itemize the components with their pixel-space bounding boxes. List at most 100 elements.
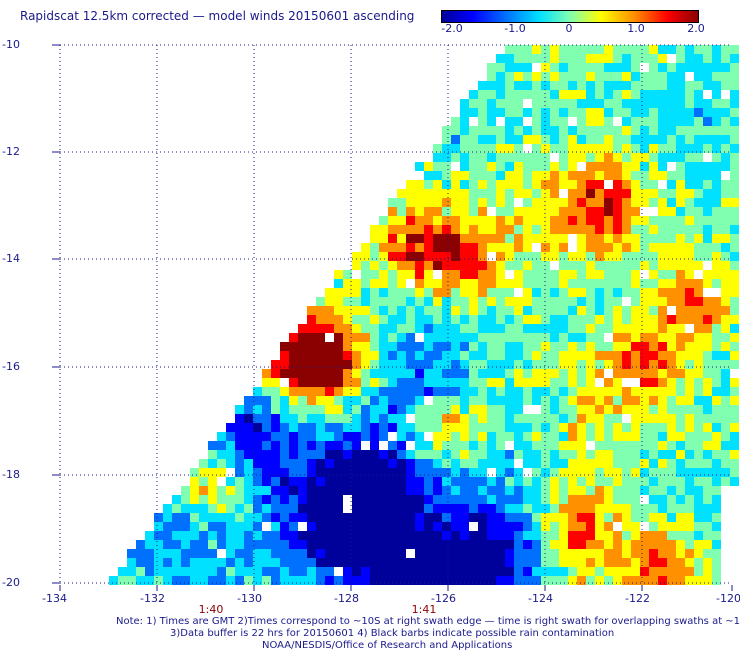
wind-cell	[271, 414, 280, 423]
wind-cell	[577, 45, 586, 54]
wind-cell	[388, 198, 397, 207]
wind-cell	[478, 387, 487, 396]
wind-cell	[694, 522, 703, 531]
wind-cell	[514, 90, 523, 99]
wind-cell	[676, 279, 685, 288]
wind-cell	[523, 477, 532, 486]
wind-cell	[658, 513, 667, 522]
wind-cell	[730, 441, 739, 450]
wind-cell	[721, 378, 730, 387]
wind-cell	[604, 234, 613, 243]
wind-cell	[127, 558, 136, 567]
wind-cell	[460, 171, 469, 180]
wind-cell	[307, 333, 316, 342]
wind-cell	[694, 441, 703, 450]
wind-cell	[442, 189, 451, 198]
wind-cell	[460, 144, 469, 153]
wind-cell	[496, 450, 505, 459]
wind-cell	[667, 225, 676, 234]
wind-cell	[415, 522, 424, 531]
wind-cell	[352, 396, 361, 405]
wind-cell	[361, 378, 370, 387]
wind-cell	[586, 54, 595, 63]
wind-cell	[685, 513, 694, 522]
wind-cell	[307, 315, 316, 324]
wind-cell	[586, 162, 595, 171]
wind-cell	[406, 234, 415, 243]
wind-cell	[667, 234, 676, 243]
wind-cell	[622, 522, 631, 531]
wind-cell	[622, 315, 631, 324]
wind-cell	[685, 81, 694, 90]
wind-cell	[442, 477, 451, 486]
wind-cell	[199, 567, 208, 576]
wind-cell	[478, 81, 487, 90]
wind-cell	[343, 279, 352, 288]
wind-cell	[181, 522, 190, 531]
wind-cell	[442, 333, 451, 342]
wind-cell	[478, 243, 487, 252]
wind-cell	[685, 135, 694, 144]
wind-cell	[676, 522, 685, 531]
wind-cell	[244, 495, 253, 504]
wind-cell	[604, 216, 613, 225]
wind-cell	[604, 324, 613, 333]
wind-cell	[658, 540, 667, 549]
wind-cell	[658, 531, 667, 540]
wind-cell	[649, 495, 658, 504]
wind-cell	[730, 315, 739, 324]
wind-cell	[361, 459, 370, 468]
wind-cell	[559, 234, 568, 243]
wind-cell	[487, 198, 496, 207]
wind-cell	[226, 477, 235, 486]
wind-cell	[235, 450, 244, 459]
wind-cell	[703, 459, 712, 468]
wind-cell	[316, 459, 325, 468]
wind-cell	[712, 468, 721, 477]
wind-cell	[505, 567, 514, 576]
wind-cell	[595, 117, 604, 126]
wind-cell	[451, 576, 460, 585]
wind-cell	[595, 171, 604, 180]
wind-cell	[370, 441, 379, 450]
wind-cell	[532, 486, 541, 495]
wind-cell	[208, 504, 217, 513]
wind-cell	[649, 252, 658, 261]
wind-cell	[577, 297, 586, 306]
wind-cell	[577, 126, 586, 135]
wind-cell	[568, 207, 577, 216]
wind-cell	[289, 351, 298, 360]
wind-cell	[640, 216, 649, 225]
wind-cell	[667, 117, 676, 126]
wind-cell	[577, 396, 586, 405]
wind-cell	[514, 315, 523, 324]
wind-cell	[667, 198, 676, 207]
wind-cell	[631, 315, 640, 324]
wind-cell	[559, 198, 568, 207]
wind-cell	[424, 171, 433, 180]
wind-cell	[703, 279, 712, 288]
wind-cell	[397, 549, 406, 558]
wind-cell	[604, 495, 613, 504]
wind-cell	[685, 369, 694, 378]
wind-cell	[541, 540, 550, 549]
wind-cell	[577, 63, 586, 72]
wind-cell	[694, 351, 703, 360]
wind-cell	[424, 549, 433, 558]
wind-cell	[280, 459, 289, 468]
wind-cell	[703, 144, 712, 153]
wind-cell	[244, 549, 253, 558]
wind-cell	[658, 333, 667, 342]
wind-cell	[667, 513, 676, 522]
wind-cell	[667, 207, 676, 216]
wind-cell	[442, 576, 451, 585]
wind-cell	[325, 423, 334, 432]
wind-cell	[442, 207, 451, 216]
wind-cell	[496, 180, 505, 189]
wind-cell	[568, 198, 577, 207]
wind-cell	[496, 234, 505, 243]
wind-cell	[523, 513, 532, 522]
wind-cell	[325, 432, 334, 441]
wind-cell	[316, 531, 325, 540]
wind-cell	[271, 423, 280, 432]
